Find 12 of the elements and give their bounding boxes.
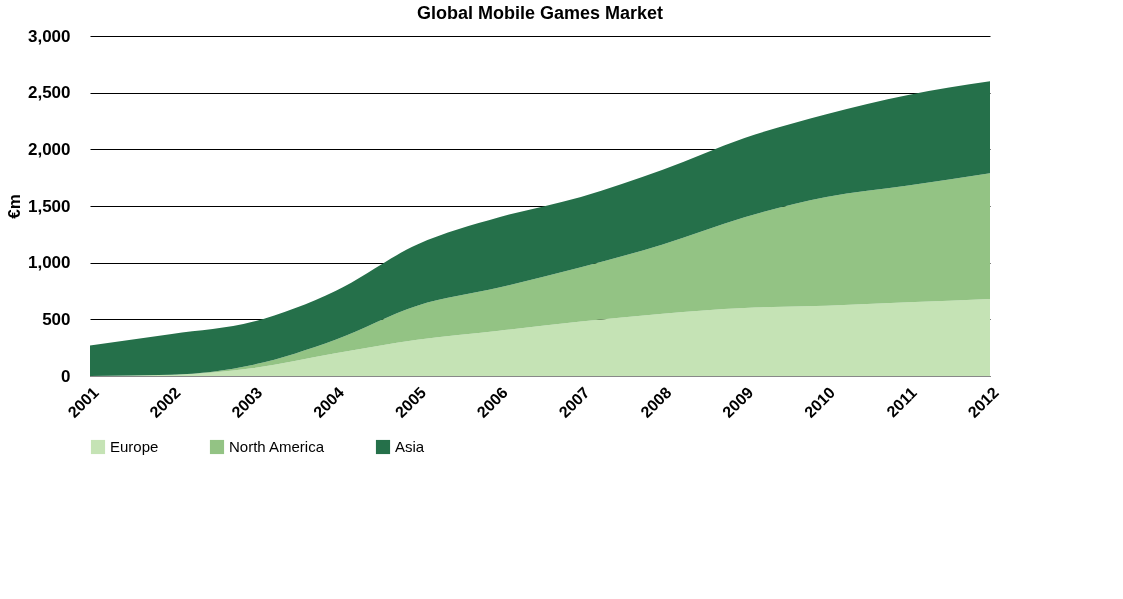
legend-label: Asia xyxy=(395,438,425,455)
legend-label: North America xyxy=(229,438,325,455)
y-tick-label: 3,000 xyxy=(27,26,71,46)
y-tick-label: 1,500 xyxy=(27,196,71,216)
y-tick-label: 2,000 xyxy=(27,139,71,159)
y-axis-title: €m xyxy=(4,194,24,219)
chart-title: Global Mobile Games Market xyxy=(416,3,664,23)
legend-label: Europe xyxy=(110,438,159,455)
y-tick-label: 500 xyxy=(42,309,71,329)
y-tick-label: 0 xyxy=(61,366,71,386)
y-tick-label: 1,000 xyxy=(27,253,71,273)
y-tick-label: 2,500 xyxy=(27,83,71,103)
